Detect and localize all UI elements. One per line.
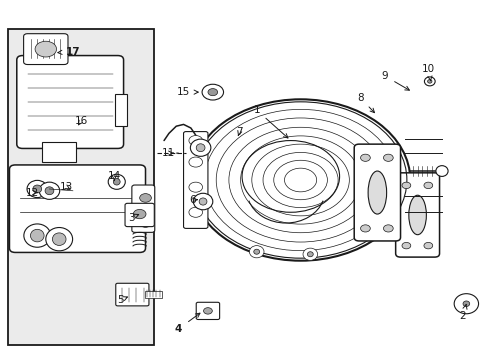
- Circle shape: [188, 182, 202, 192]
- Text: 5: 5: [117, 295, 127, 305]
- Circle shape: [423, 242, 432, 249]
- Bar: [42, 142, 76, 162]
- Text: 9: 9: [381, 71, 408, 90]
- Circle shape: [360, 154, 369, 161]
- Circle shape: [383, 225, 392, 232]
- Text: 7: 7: [236, 127, 243, 136]
- Circle shape: [360, 225, 369, 232]
- Text: 6: 6: [189, 195, 197, 205]
- Text: 2: 2: [459, 304, 466, 321]
- Ellipse shape: [108, 174, 125, 189]
- Text: 4: 4: [175, 313, 200, 334]
- Bar: [115, 94, 127, 126]
- Ellipse shape: [424, 77, 434, 86]
- Text: 11: 11: [162, 148, 175, 158]
- Ellipse shape: [427, 80, 431, 83]
- Ellipse shape: [303, 248, 317, 260]
- Ellipse shape: [307, 252, 313, 257]
- Circle shape: [203, 308, 212, 314]
- Ellipse shape: [435, 166, 447, 176]
- Text: 12: 12: [26, 188, 39, 198]
- Ellipse shape: [196, 144, 204, 152]
- Circle shape: [35, 41, 57, 57]
- Text: 13: 13: [60, 182, 73, 192]
- Ellipse shape: [190, 139, 210, 156]
- Ellipse shape: [24, 224, 51, 247]
- FancyBboxPatch shape: [353, 144, 400, 241]
- Bar: [8, 30, 154, 345]
- Circle shape: [401, 182, 410, 189]
- Text: 3: 3: [128, 213, 139, 222]
- Ellipse shape: [113, 179, 120, 185]
- Text: 15: 15: [177, 87, 198, 97]
- Ellipse shape: [249, 246, 264, 258]
- Circle shape: [423, 182, 432, 189]
- Ellipse shape: [253, 249, 259, 254]
- Circle shape: [202, 84, 223, 100]
- Circle shape: [188, 135, 202, 145]
- Text: 8: 8: [356, 93, 374, 113]
- Circle shape: [133, 210, 146, 219]
- Ellipse shape: [30, 229, 44, 242]
- Ellipse shape: [199, 198, 206, 205]
- Ellipse shape: [462, 301, 469, 306]
- Ellipse shape: [45, 187, 54, 195]
- FancyBboxPatch shape: [23, 34, 68, 64]
- Ellipse shape: [453, 294, 478, 314]
- Circle shape: [188, 207, 202, 217]
- Text: 10: 10: [422, 64, 434, 81]
- Ellipse shape: [27, 180, 47, 198]
- Circle shape: [190, 99, 409, 261]
- Ellipse shape: [46, 228, 73, 251]
- FancyBboxPatch shape: [116, 283, 149, 306]
- Bar: [145, 291, 162, 298]
- FancyBboxPatch shape: [132, 185, 155, 232]
- FancyBboxPatch shape: [17, 55, 123, 148]
- Ellipse shape: [193, 193, 212, 210]
- Circle shape: [188, 157, 202, 167]
- FancyBboxPatch shape: [395, 173, 439, 257]
- Ellipse shape: [39, 182, 60, 199]
- Text: 17: 17: [58, 46, 80, 57]
- Text: 14: 14: [107, 171, 121, 181]
- Circle shape: [140, 194, 151, 202]
- FancyBboxPatch shape: [196, 302, 219, 319]
- Circle shape: [401, 242, 410, 249]
- Circle shape: [383, 154, 392, 161]
- Text: 1: 1: [253, 105, 287, 138]
- Ellipse shape: [33, 185, 41, 193]
- Text: 16: 16: [74, 116, 87, 126]
- Ellipse shape: [52, 233, 66, 246]
- Circle shape: [140, 219, 151, 227]
- Circle shape: [207, 89, 217, 96]
- Ellipse shape: [367, 171, 386, 214]
- FancyBboxPatch shape: [9, 165, 145, 252]
- FancyBboxPatch shape: [183, 132, 207, 228]
- Ellipse shape: [408, 195, 426, 235]
- FancyBboxPatch shape: [125, 203, 154, 226]
